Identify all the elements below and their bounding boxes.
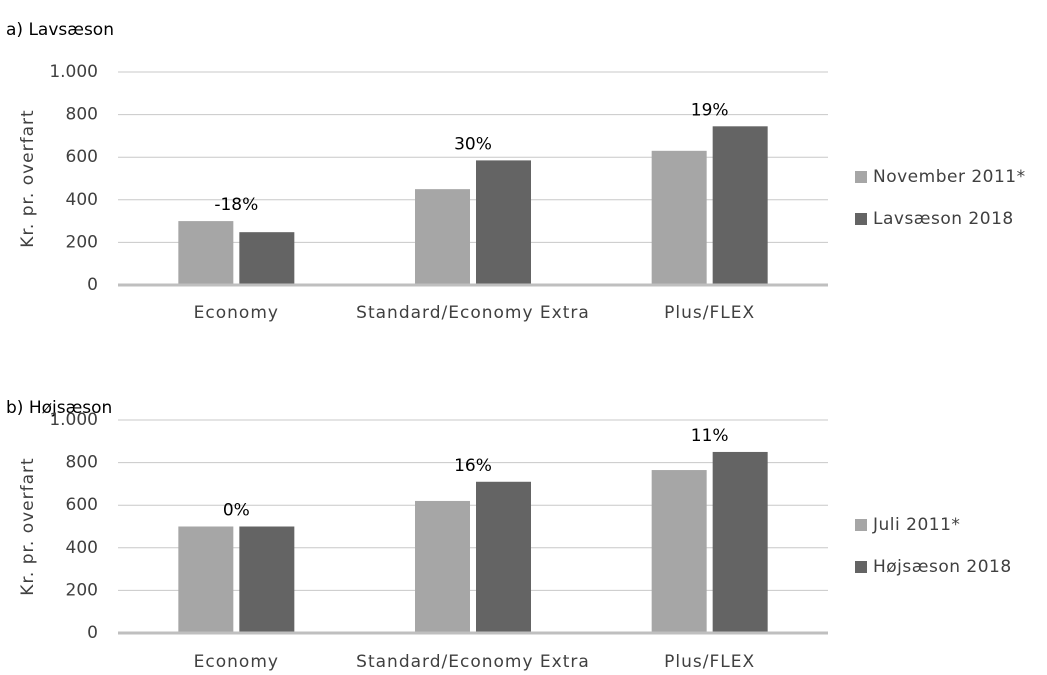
- legend-label: Lavsæson 2018: [873, 209, 1014, 229]
- annotation: 0%: [223, 501, 250, 521]
- legend-swatch: [855, 213, 867, 225]
- bar: [178, 221, 234, 285]
- legend-swatch: [855, 171, 867, 183]
- x-tick-label: Standard/Economy Extra: [356, 303, 590, 323]
- bar: [239, 526, 295, 633]
- bar: [178, 526, 234, 633]
- bar: [712, 451, 768, 633]
- bar: [239, 232, 295, 285]
- bar: [712, 126, 768, 285]
- legend-swatch: [855, 519, 867, 531]
- y-tick-label: 0: [87, 275, 98, 295]
- annotation: 19%: [691, 100, 729, 120]
- bar: [415, 500, 470, 633]
- y-axis-label: Kr. pr. overfart: [18, 457, 38, 595]
- bar: [476, 160, 531, 285]
- legend-label: Højsæson 2018: [873, 557, 1012, 577]
- y-tick-label: 200: [66, 232, 98, 252]
- x-tick-label: Economy: [194, 652, 279, 672]
- y-tick-label: 0: [87, 623, 98, 643]
- bar: [651, 470, 707, 633]
- y-tick-label: 1.000: [49, 62, 98, 82]
- y-tick-label: 800: [66, 453, 98, 473]
- legend-label: Juli 2011*: [872, 515, 960, 535]
- chart-title: b) Højsæson: [6, 398, 112, 418]
- bar: [476, 481, 531, 633]
- y-tick-label: 600: [66, 495, 98, 515]
- legend-label: November 2011*: [873, 167, 1026, 187]
- y-tick-label: 400: [66, 538, 98, 558]
- chart-title: a) Lavsæson: [6, 20, 114, 40]
- x-tick-label: Economy: [194, 303, 279, 323]
- x-tick-label: Plus/FLEX: [664, 652, 755, 672]
- y-tick-label: 1.000: [49, 410, 98, 430]
- bar: [415, 189, 470, 285]
- x-tick-label: Plus/FLEX: [664, 303, 755, 323]
- y-tick-label: 400: [66, 190, 98, 210]
- y-tick-label: 600: [66, 147, 98, 167]
- bar: [651, 150, 707, 285]
- annotation: 11%: [691, 426, 729, 446]
- legend-swatch: [855, 561, 867, 573]
- y-tick-label: 200: [66, 580, 98, 600]
- x-tick-label: Standard/Economy Extra: [356, 652, 590, 672]
- y-tick-label: 800: [66, 105, 98, 125]
- y-axis-label: Kr. pr. overfart: [18, 109, 38, 247]
- annotation: -18%: [214, 195, 258, 215]
- annotation: 16%: [454, 456, 492, 476]
- annotation: 30%: [454, 134, 492, 154]
